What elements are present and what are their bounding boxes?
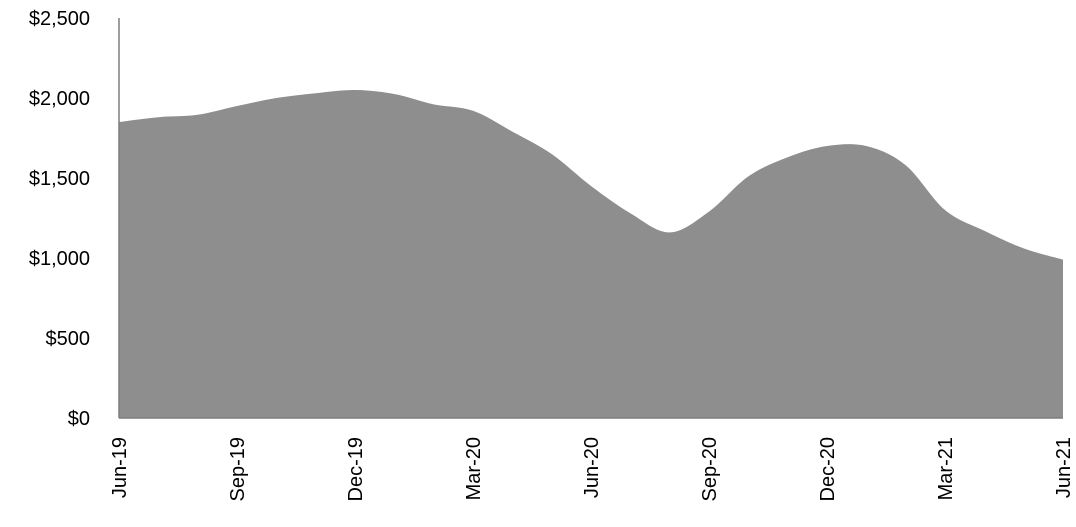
x-tick-label: Jun-20 bbox=[581, 437, 603, 498]
y-tick-label: $0 bbox=[68, 408, 90, 430]
y-tick-label: $2,500 bbox=[29, 8, 90, 30]
x-tick-label: Mar-21 bbox=[935, 437, 957, 500]
y-tick-label: $1,000 bbox=[29, 248, 90, 270]
x-tick-label: Mar-20 bbox=[463, 437, 485, 500]
y-tick-label: $1,500 bbox=[29, 168, 90, 190]
x-tick-label: Dec-19 bbox=[345, 437, 367, 501]
x-tick-label: Jun-21 bbox=[1053, 437, 1075, 498]
axis-layer bbox=[118, 18, 1063, 419]
area-series-0 bbox=[119, 89, 1063, 419]
y-tick-label: $500 bbox=[46, 328, 91, 350]
x-tick-label: Jun-19 bbox=[109, 437, 131, 498]
x-tick-label: Sep-20 bbox=[699, 437, 721, 502]
y-axis-ticks: $0 $500 $1,000 $1,500 $2,000 $2,500 bbox=[29, 8, 90, 430]
x-tick-label: Sep-19 bbox=[227, 437, 249, 502]
x-tick-label: Dec-20 bbox=[817, 437, 839, 501]
area-layer bbox=[119, 89, 1063, 419]
x-axis-ticks: Jun-19 Sep-19 Dec-19 Mar-20 Jun-20 Sep-20 Dec-… bbox=[109, 437, 1075, 502]
y-tick-label: $2,000 bbox=[29, 88, 90, 110]
